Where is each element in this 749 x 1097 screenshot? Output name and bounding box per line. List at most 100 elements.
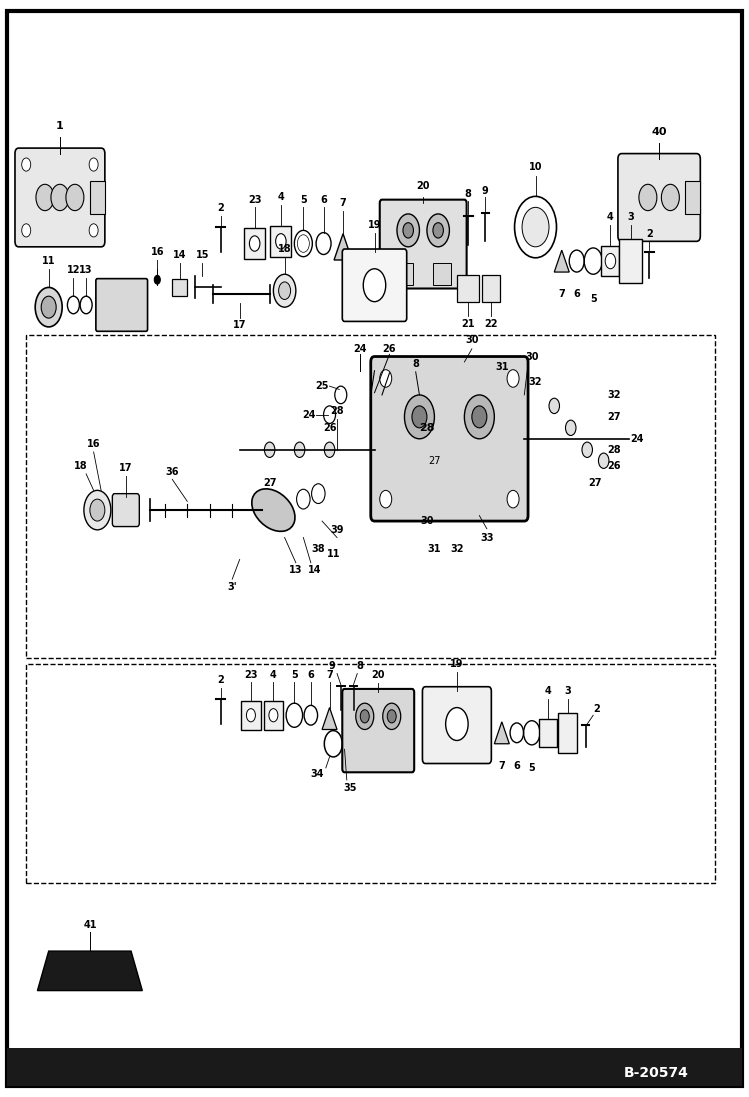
Circle shape (446, 708, 468, 740)
Text: 6: 6 (307, 669, 315, 680)
Text: 30: 30 (465, 335, 479, 346)
Bar (395, 263, 413, 285)
Text: 2: 2 (646, 228, 653, 239)
Text: 8: 8 (356, 660, 363, 671)
Text: 1: 1 (56, 121, 64, 132)
Text: 16: 16 (87, 439, 100, 450)
Text: 19: 19 (368, 219, 381, 230)
Polygon shape (554, 250, 569, 272)
Text: 17: 17 (233, 319, 246, 330)
Text: 35: 35 (343, 782, 357, 793)
Circle shape (246, 709, 255, 722)
Circle shape (276, 234, 286, 249)
Circle shape (507, 490, 519, 508)
Text: 6: 6 (320, 194, 327, 205)
Text: 4: 4 (545, 686, 552, 697)
Text: 6: 6 (513, 760, 521, 771)
Text: 34: 34 (310, 769, 324, 780)
Text: 10: 10 (529, 161, 542, 172)
Polygon shape (37, 951, 142, 991)
Circle shape (605, 253, 616, 269)
Circle shape (360, 710, 369, 723)
Text: 11: 11 (327, 548, 340, 559)
Bar (90, 181, 105, 214)
Circle shape (380, 490, 392, 508)
Text: 23: 23 (244, 669, 258, 680)
Circle shape (427, 214, 449, 247)
Bar (558, 713, 577, 753)
Text: 41: 41 (83, 919, 97, 930)
Bar (270, 226, 291, 257)
Bar (539, 719, 557, 747)
Text: 15: 15 (195, 249, 209, 260)
Bar (457, 275, 479, 302)
Circle shape (294, 442, 305, 457)
FancyBboxPatch shape (422, 687, 491, 764)
Text: 33: 33 (480, 532, 494, 543)
Text: 14: 14 (308, 565, 321, 576)
Text: 22: 22 (484, 318, 497, 329)
Text: 27: 27 (589, 477, 602, 488)
Circle shape (356, 703, 374, 730)
Circle shape (412, 406, 427, 428)
Text: 40: 40 (652, 126, 667, 137)
Circle shape (273, 274, 296, 307)
Text: 32: 32 (607, 389, 621, 400)
Circle shape (380, 370, 392, 387)
Text: 3: 3 (564, 686, 571, 697)
Text: 23: 23 (248, 194, 261, 205)
FancyBboxPatch shape (112, 494, 139, 527)
Text: 28: 28 (330, 406, 344, 417)
Circle shape (433, 223, 443, 238)
Circle shape (522, 207, 549, 247)
Circle shape (639, 184, 657, 211)
Text: 18: 18 (74, 461, 88, 472)
Bar (172, 279, 187, 296)
Text: 20: 20 (416, 181, 430, 192)
Circle shape (549, 398, 560, 414)
Polygon shape (322, 708, 337, 730)
Text: 26: 26 (383, 343, 396, 354)
Text: 32: 32 (529, 376, 542, 387)
Text: 30: 30 (420, 516, 434, 527)
Circle shape (387, 710, 396, 723)
Circle shape (66, 184, 84, 211)
Bar (264, 701, 283, 730)
Circle shape (404, 395, 434, 439)
Text: 8: 8 (412, 359, 419, 370)
Text: 6: 6 (573, 289, 580, 299)
Text: 2: 2 (217, 203, 225, 214)
Circle shape (324, 442, 335, 457)
Text: 24: 24 (353, 343, 366, 354)
Text: B-20574: B-20574 (624, 1066, 689, 1079)
Text: 2: 2 (217, 675, 225, 686)
Text: 26: 26 (323, 422, 336, 433)
Circle shape (264, 442, 275, 457)
Circle shape (598, 453, 609, 468)
Text: 31: 31 (428, 543, 441, 554)
Text: 20: 20 (372, 669, 385, 680)
Bar (433, 263, 451, 285)
Circle shape (397, 214, 419, 247)
Circle shape (279, 282, 291, 299)
Text: 26: 26 (607, 461, 621, 472)
Text: 5: 5 (300, 194, 307, 205)
Ellipse shape (252, 489, 295, 531)
Text: 30: 30 (525, 351, 539, 362)
Circle shape (84, 490, 111, 530)
Text: 25: 25 (315, 381, 329, 392)
Bar (26, 335, 715, 658)
Bar (244, 228, 265, 259)
Circle shape (90, 499, 105, 521)
FancyBboxPatch shape (342, 249, 407, 321)
Text: 32: 32 (450, 543, 464, 554)
FancyBboxPatch shape (618, 154, 700, 241)
Text: 18: 18 (278, 244, 291, 255)
Circle shape (297, 235, 309, 252)
FancyBboxPatch shape (96, 279, 148, 331)
Text: 7: 7 (558, 289, 565, 299)
Text: 31: 31 (495, 362, 509, 373)
Text: 19: 19 (450, 658, 464, 669)
Circle shape (661, 184, 679, 211)
Circle shape (472, 406, 487, 428)
